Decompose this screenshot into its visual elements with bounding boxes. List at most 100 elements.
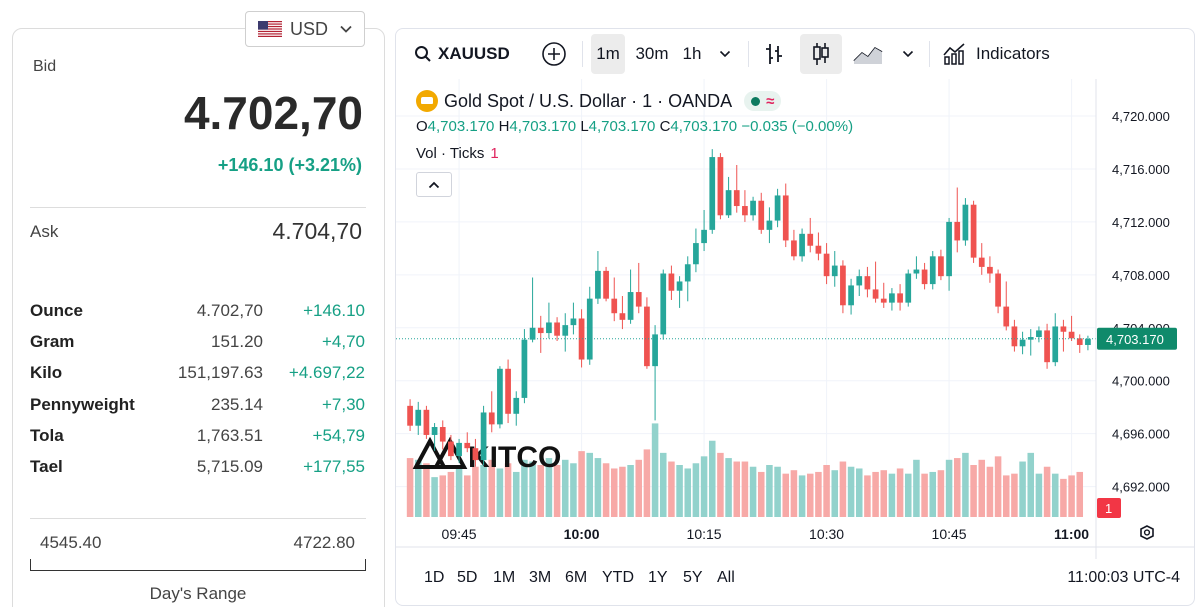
candle-body xyxy=(1036,330,1042,338)
price-chart[interactable]: KITCO4,720.0004,716.0004,712.0004,708.00… xyxy=(396,79,1195,559)
interval-dropdown[interactable] xyxy=(710,34,740,74)
market-status-pill[interactable]: ≈ xyxy=(744,91,782,111)
volume-bar xyxy=(1060,478,1067,517)
unit-row-tola: Tola 1,763.51 +54,79 xyxy=(30,424,366,455)
days-range-bar xyxy=(30,559,366,571)
volume-bar xyxy=(1011,473,1018,517)
currency-select[interactable]: USD xyxy=(245,11,365,47)
candle-body xyxy=(652,334,658,367)
candle-body xyxy=(758,200,765,230)
volume-bar xyxy=(447,471,455,517)
candle-body xyxy=(611,298,618,314)
candles-style-button[interactable] xyxy=(800,34,842,74)
volume-bar xyxy=(953,458,961,517)
price-axis-tick-label: 4,696.000 xyxy=(1112,427,1170,442)
compare-symbol-button[interactable] xyxy=(536,34,572,74)
candle-body xyxy=(684,264,691,282)
candle-body xyxy=(1044,330,1050,363)
candle-body xyxy=(456,442,462,457)
symbol-search-button[interactable]: XAUUSD xyxy=(408,34,512,74)
candle-body xyxy=(1068,331,1075,339)
volume-bar xyxy=(749,466,757,517)
toolbar-separator xyxy=(582,41,583,67)
bar-style-button[interactable] xyxy=(756,34,792,74)
search-icon xyxy=(415,46,431,62)
last-price-badge xyxy=(1097,327,1177,350)
unit-name: Gram xyxy=(30,332,75,352)
volume-badge-label: 1 xyxy=(1105,501,1112,516)
range-5y[interactable]: 5Y xyxy=(683,569,703,586)
volume-bar xyxy=(455,468,463,517)
open-label: O xyxy=(416,118,428,135)
volume-bar xyxy=(1035,473,1043,517)
close-label: C xyxy=(659,118,671,135)
interval-1m[interactable]: 1m xyxy=(591,34,625,74)
chart-type-dropdown[interactable] xyxy=(894,34,922,74)
candle-body xyxy=(946,221,952,277)
unit-name: Tola xyxy=(30,425,64,445)
candle-body xyxy=(660,273,667,335)
time-axis-tick-label: 10:45 xyxy=(932,526,967,542)
volume-bar xyxy=(839,461,847,517)
bid-change: +146.10 (+3.21%) xyxy=(217,155,362,175)
interval-30m[interactable]: 30m xyxy=(635,44,669,63)
candle-body xyxy=(848,285,854,306)
volume-label: Vol · Ticks xyxy=(416,145,485,162)
volume-bar xyxy=(790,470,798,517)
collapse-legend-button[interactable] xyxy=(416,172,452,197)
candle-body xyxy=(840,265,846,306)
candle-body xyxy=(554,322,560,336)
candle-body xyxy=(635,292,642,307)
chart-settings-gear-icon[interactable] xyxy=(1140,525,1154,540)
unit-row-gram: Gram 151.20 +4,70 xyxy=(30,330,366,361)
candle-body xyxy=(954,221,961,241)
bid-label: Bid xyxy=(33,58,57,75)
candle-body xyxy=(497,368,503,425)
divider xyxy=(30,518,366,519)
volume-bar xyxy=(717,452,724,517)
chart-clock[interactable]: 11:00:03 UTC-4 xyxy=(1067,569,1180,586)
candle-body xyxy=(701,229,707,244)
indicators-button[interactable]: Indicators xyxy=(942,34,1062,74)
area-style-button[interactable] xyxy=(850,34,886,74)
range-ytd[interactable]: YTD xyxy=(602,569,634,586)
range-5d[interactable]: 5D xyxy=(457,569,478,586)
unit-price: 151,197.63 xyxy=(177,363,263,383)
volume-bar xyxy=(684,468,692,517)
volume-bar xyxy=(913,459,920,517)
volume-bar xyxy=(610,468,618,517)
volume-bar xyxy=(978,459,986,517)
range-3m[interactable]: 3M xyxy=(529,569,552,586)
candle-body xyxy=(889,293,895,303)
candle-body xyxy=(537,327,544,334)
candle-body xyxy=(529,327,536,340)
range-all[interactable]: All xyxy=(717,569,735,586)
unit-name: Ounce xyxy=(30,301,83,320)
volume-bar xyxy=(561,459,569,517)
volume-badge xyxy=(1097,498,1121,518)
range-1m[interactable]: 1M xyxy=(493,569,516,586)
candle-body xyxy=(807,233,814,246)
candle-body xyxy=(791,240,797,257)
range-6m[interactable]: 6M xyxy=(565,569,588,586)
volume-bar xyxy=(962,452,969,517)
candle-body xyxy=(570,318,577,326)
volume-bar xyxy=(578,451,585,517)
candle-body xyxy=(962,204,969,241)
volume-bar xyxy=(1068,475,1075,517)
unit-row-tael: Tael 5,715.09 +177,55 xyxy=(30,455,366,486)
candle-body xyxy=(880,298,887,303)
market-open-dot-icon xyxy=(751,96,761,106)
high-value: 4,703.170 xyxy=(509,118,577,135)
volume-bar xyxy=(529,461,536,517)
unit-name: Tael xyxy=(30,456,63,476)
unit-price-table: Ounce 4.702,70 +146.10 Gram 151.20 +4,70… xyxy=(30,299,366,486)
volume-bar xyxy=(692,463,700,517)
volume-bar xyxy=(668,461,675,517)
candle-body xyxy=(578,318,585,360)
volume-bar xyxy=(651,423,659,517)
range-1y[interactable]: 1Y xyxy=(648,569,668,586)
interval-1h[interactable]: 1h xyxy=(682,44,702,63)
range-1d[interactable]: 1D xyxy=(424,569,445,586)
time-axis-tick-label: 10:15 xyxy=(687,526,722,542)
